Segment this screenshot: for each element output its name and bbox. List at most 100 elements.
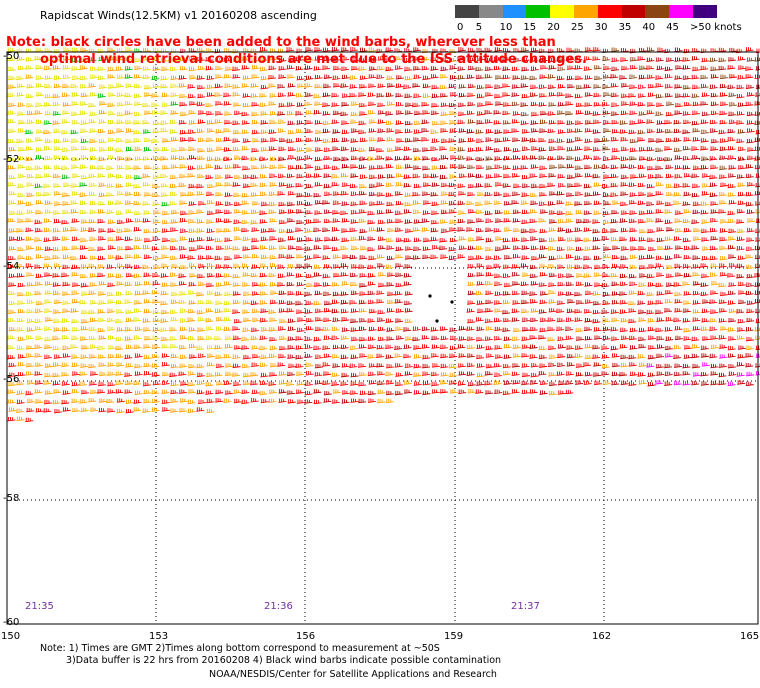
wind-barb — [97, 264, 106, 269]
wind-barb — [71, 381, 80, 387]
wind-barb — [601, 363, 610, 369]
wind-barb — [25, 272, 35, 277]
wind-barb — [331, 146, 341, 151]
wind-barb — [512, 344, 521, 350]
wind-barb — [754, 146, 760, 151]
wind-barb — [206, 219, 215, 224]
wind-barb — [160, 327, 169, 332]
wind-barb — [151, 353, 160, 359]
wind-barb — [512, 245, 521, 250]
wind-barb — [646, 57, 655, 63]
wind-barb — [574, 308, 583, 314]
wind-barb — [26, 173, 35, 179]
wind-barb — [115, 309, 124, 314]
wind-barb — [557, 146, 566, 151]
wind-barb — [727, 84, 736, 90]
wind-barb — [691, 155, 700, 160]
wind-barb — [618, 371, 628, 377]
wind-barb — [656, 245, 665, 251]
wind-barb — [98, 56, 107, 62]
wind-barb — [33, 237, 43, 242]
wind-barb — [440, 102, 449, 108]
wind-barb — [377, 110, 386, 115]
wind-barb — [323, 245, 332, 250]
wind-barb — [602, 300, 611, 306]
wind-barb — [385, 156, 394, 161]
wind-barb — [44, 281, 53, 286]
wind-barb — [260, 120, 269, 125]
wind-barb — [106, 209, 115, 215]
wind-barb — [286, 65, 295, 70]
wind-barb — [61, 308, 71, 313]
wind-barb — [430, 192, 439, 197]
wind-barb — [233, 209, 242, 214]
wind-barb — [683, 101, 692, 107]
wind-barb — [52, 254, 61, 260]
wind-barb — [106, 264, 115, 269]
wind-barb — [539, 272, 548, 277]
wind-barb — [52, 120, 61, 125]
wind-barb — [304, 399, 313, 404]
wind-barb — [215, 146, 224, 151]
wind-barb — [278, 219, 287, 225]
wind-barb — [267, 83, 277, 88]
wind-barb — [565, 56, 574, 61]
wind-barb — [449, 146, 458, 152]
wind-barb — [143, 354, 152, 360]
wind-barb — [619, 201, 628, 207]
wind-barb — [152, 228, 161, 233]
wind-barb — [160, 183, 169, 188]
wind-barb — [341, 102, 350, 107]
wind-barb — [593, 182, 602, 187]
wind-barb — [196, 84, 205, 90]
wind-barb — [125, 146, 134, 152]
wind-barb — [323, 390, 332, 396]
legend-label: 25 — [571, 22, 584, 33]
wind-barb — [287, 209, 296, 214]
wind-barb — [673, 380, 682, 386]
wind-barb — [107, 219, 116, 224]
wind-barb — [323, 353, 332, 359]
wind-barb — [376, 164, 385, 170]
wind-barb — [106, 408, 116, 413]
wind-barb — [331, 299, 340, 305]
wind-barb — [655, 93, 664, 99]
wind-barb — [718, 191, 727, 197]
wind-barb — [674, 174, 683, 179]
wind-barb — [296, 102, 305, 107]
wind-barb — [53, 201, 62, 206]
wind-barb — [34, 389, 43, 394]
wind-barb — [152, 155, 161, 161]
wind-barb — [403, 155, 412, 161]
wind-barb — [611, 200, 620, 205]
wind-barb — [737, 165, 746, 170]
wind-barb — [520, 228, 529, 234]
wind-barb — [593, 210, 602, 216]
wind-barb — [754, 201, 760, 206]
wind-barb — [358, 129, 367, 135]
wind-barb — [421, 147, 430, 152]
wind-barb — [79, 255, 88, 260]
wind-barb — [431, 120, 440, 126]
wind-barb — [35, 200, 44, 205]
wind-barb — [52, 101, 61, 107]
wind-barb — [16, 408, 25, 413]
wind-barb — [44, 246, 53, 251]
wind-barb — [341, 281, 350, 286]
wind-barb — [116, 219, 125, 225]
wind-barb — [332, 191, 341, 196]
wind-barb — [133, 191, 142, 197]
wind-barb — [629, 57, 638, 62]
wind-barb — [169, 237, 179, 243]
wind-barb — [629, 138, 638, 144]
wind-barb — [278, 182, 287, 187]
wind-barb — [548, 138, 557, 144]
wind-barb — [188, 327, 197, 332]
wind-barb — [593, 155, 602, 161]
wind-barb — [80, 326, 89, 331]
wind-barb — [358, 336, 367, 342]
wind-barb — [340, 120, 350, 125]
wind-barb — [538, 128, 548, 133]
wind-barb — [394, 390, 403, 396]
wind-barb — [646, 119, 655, 124]
